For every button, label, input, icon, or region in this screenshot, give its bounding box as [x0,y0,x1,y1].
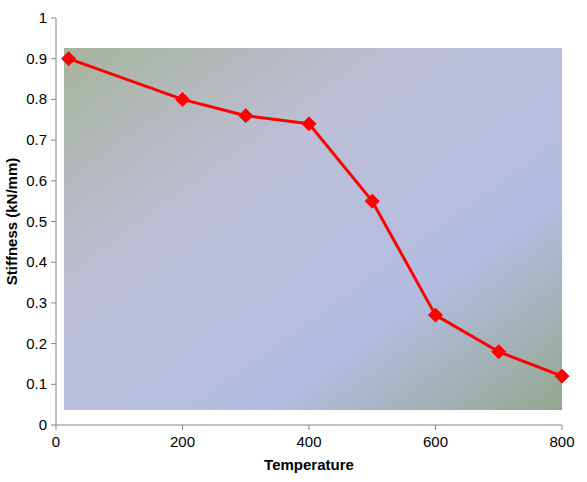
y-tick-label: 0.5 [26,213,47,230]
y-tick-label: 0.9 [26,50,47,67]
x-tick [562,425,563,430]
y-tick [51,18,56,19]
x-tick [56,425,57,430]
y-tick-label: 0.7 [26,131,47,148]
y-tick-label: 0.2 [26,335,47,352]
x-tick-label: 200 [170,433,195,450]
y-tick [51,140,56,141]
data-line [69,59,562,376]
x-axis-title: Temperature [264,456,354,473]
chart-container: 0 0.1 0.2 0.3 0.4 0.5 0.6 0.7 0.8 0.9 1 0 200 400 600 8… [0,0,587,482]
data-point [62,52,76,66]
y-tick [51,384,56,385]
y-tick [51,343,56,344]
x-tick-label: 0 [52,433,60,450]
data-point [239,109,253,123]
y-tick-label: 0.1 [26,375,47,392]
y-tick [51,221,56,222]
plot-area [62,52,569,383]
y-tick-label: 0.6 [26,172,47,189]
y-tick-label: 0.3 [26,294,47,311]
x-tick-label: 800 [549,433,574,450]
data-point [176,92,190,106]
x-tick [182,425,183,430]
data-point [429,308,443,322]
y-axis-title: Stiffness (kN/mm) [3,158,20,286]
background-photo [64,48,562,410]
y-tick [51,99,56,100]
data-point [555,369,569,383]
y-tick [51,262,56,263]
x-tick [435,425,436,430]
y-tick [51,58,56,59]
x-tick-label: 400 [296,433,321,450]
y-tick [51,302,56,303]
y-tick [51,180,56,181]
data-point [302,117,316,131]
data-point [365,194,379,208]
chart-svg: 0 0.1 0.2 0.3 0.4 0.5 0.6 0.7 0.8 0.9 1 0 200 400 600 8… [0,0,587,482]
x-tick-label: 600 [423,433,448,450]
y-tick-label: 1 [39,9,47,26]
y-tick [51,425,56,426]
y-tick-label: 0.8 [26,90,47,107]
y-tick-label: 0.4 [26,253,47,270]
x-tick [309,425,310,430]
data-point [492,345,506,359]
y-tick-label: 0 [39,416,47,433]
